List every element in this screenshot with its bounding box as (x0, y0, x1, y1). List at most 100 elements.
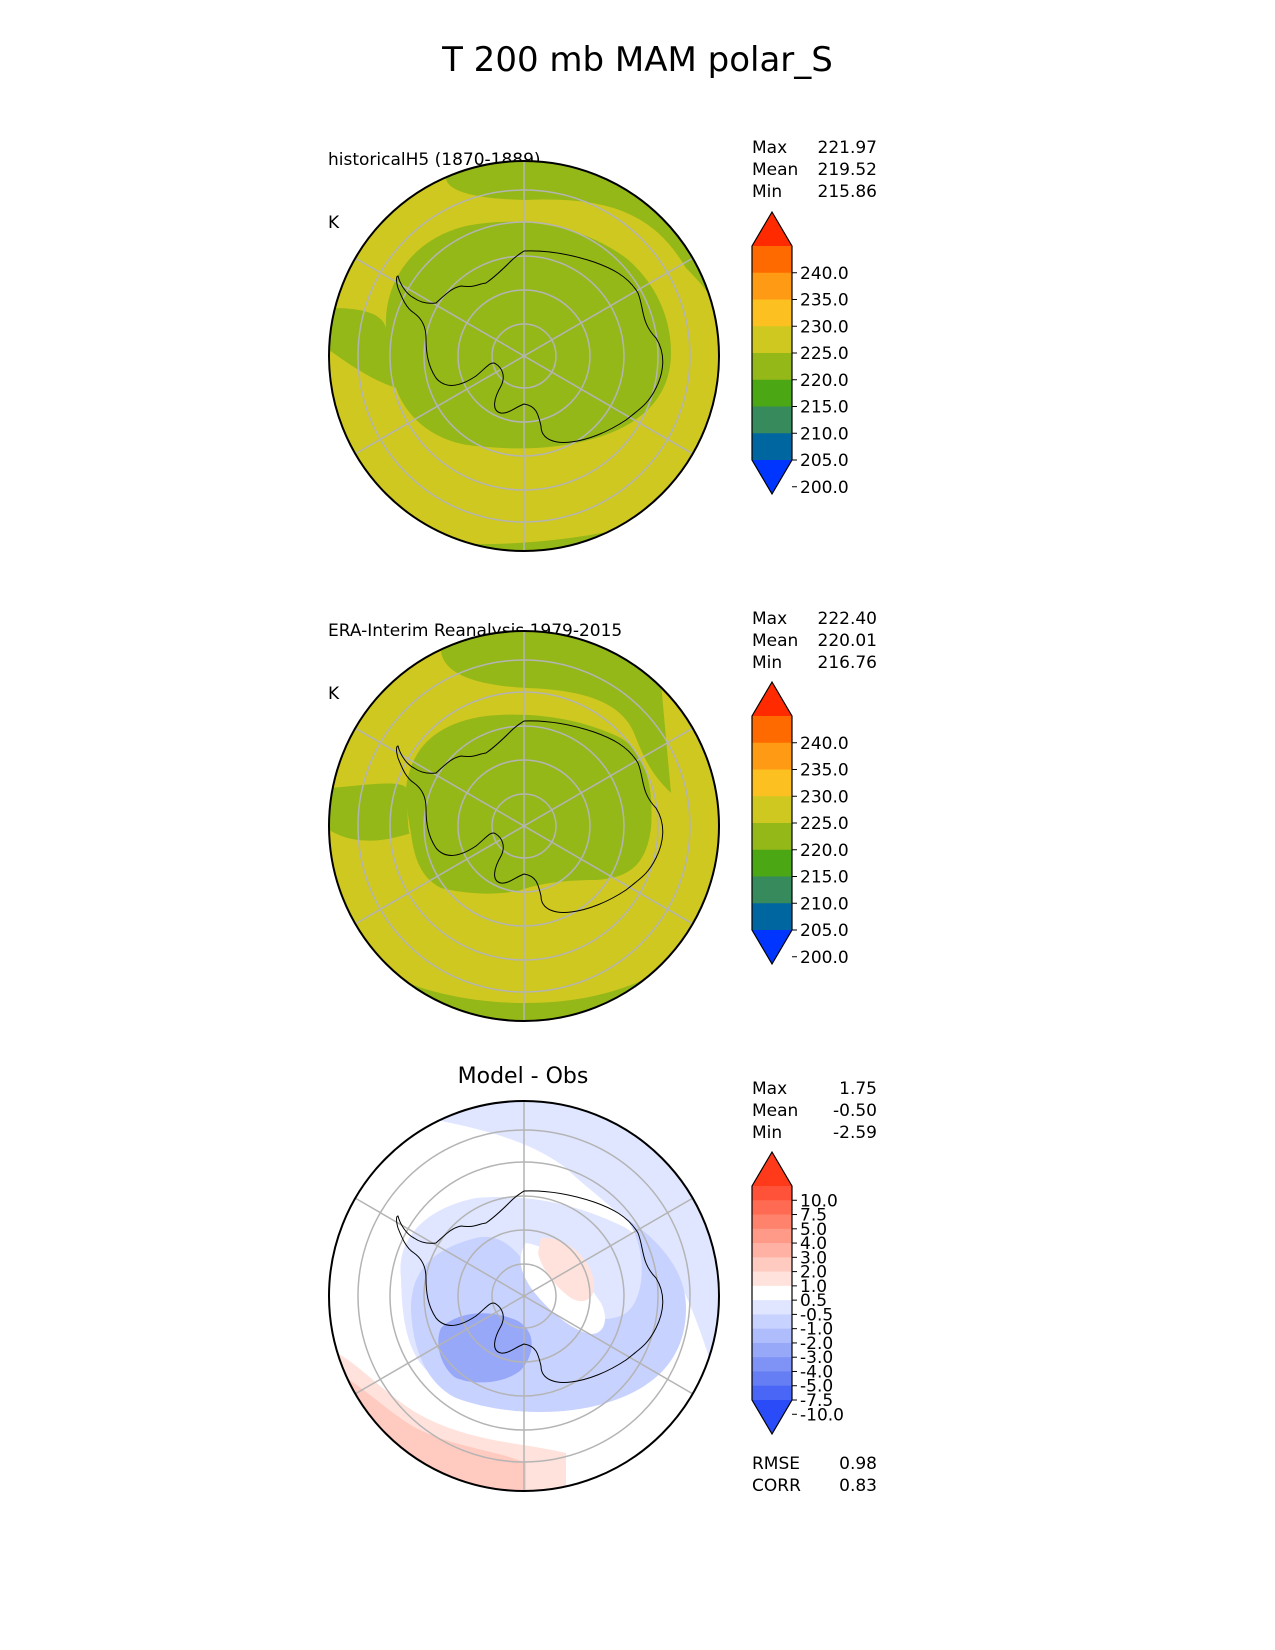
colorbar-label: 210.0 (800, 894, 849, 914)
colorbar-extend-top (752, 1152, 792, 1186)
stat-value: -2.59 (833, 1123, 877, 1143)
antarctica-coastline (396, 250, 664, 443)
stat-value: -0.50 (833, 1101, 877, 1121)
field-blue-light-top (426, 1101, 719, 1398)
panel2-colorbar: 240.0 235.0 230.0 225.0 220.0 215.0 210.0 205.0… (751, 680, 849, 966)
colorbar-label: -2.0 (800, 1334, 833, 1354)
colorbar-bin (752, 379, 792, 407)
panel1-units: K (328, 213, 340, 233)
colorbar-extend-top (752, 682, 792, 716)
stat-value: 222.40 (817, 609, 877, 629)
colorbar-bin (752, 1214, 792, 1230)
colorbar-bin (752, 1328, 792, 1344)
colorbar-bin (752, 796, 792, 824)
colorbar-label: 205.0 (800, 921, 849, 941)
colorbar-label: 10.0 (800, 1191, 838, 1211)
colorbar-bin (752, 1243, 792, 1258)
field-blue-dark (438, 1313, 532, 1383)
colorbar-bin (752, 1257, 792, 1273)
field-green-west (329, 783, 411, 841)
colorbar-label: -10.0 (800, 1405, 844, 1425)
stat-value: 219.52 (817, 160, 877, 180)
colorbar-bin (752, 272, 792, 300)
stat-label: Min (752, 1123, 783, 1143)
metric-label: CORR (752, 1476, 801, 1496)
panel2-units: K (328, 684, 340, 704)
colorbar-bin (752, 1371, 792, 1387)
colorbar-label: 240.0 (800, 734, 849, 754)
colorbar-label: 205.0 (800, 451, 849, 471)
panel3-colorbar: 10.07.55.04.03.02.01.00.5-0.5-1.0-2.0-3.… (751, 1150, 844, 1436)
map-boundary (328, 160, 720, 552)
colorbar-label: 240.0 (800, 264, 849, 284)
colorbar-label: 220.0 (800, 841, 849, 861)
panel1-colorbar: 240.0 235.0 230.0 225.0 220.0 215.0 210.0 205.0… (751, 210, 849, 496)
colorbar-label: 215.0 (800, 868, 849, 888)
colorbar-bin (752, 326, 792, 354)
colorbar-label: 200.0 (800, 948, 849, 966)
colorbar-bin (752, 1314, 792, 1330)
panel2-map (328, 630, 720, 1022)
map-boundary (328, 1100, 720, 1492)
colorbar-label: 235.0 (800, 761, 849, 781)
colorbar-bin (752, 1385, 792, 1401)
colorbar-label: 3.0 (800, 1248, 827, 1268)
colorbar-label: 235.0 (800, 291, 849, 311)
antarctica-coastline (396, 1190, 664, 1383)
colorbar-label: 4.0 (800, 1234, 827, 1254)
colorbar-bin (752, 716, 792, 744)
gridlines (354, 1101, 694, 1491)
colorbar-bin (752, 246, 792, 274)
colorbar-bin (752, 1342, 792, 1358)
colorbar-bin (752, 769, 792, 797)
colorbar-bin (752, 1271, 792, 1287)
stat-value: 220.01 (817, 631, 877, 651)
stat-label: Min (752, 182, 783, 202)
stat-label: Max (752, 1079, 788, 1099)
stat-value: 1.75 (839, 1079, 877, 1099)
colorbar-extend-top (752, 212, 792, 246)
colorbar-label: 2.0 (800, 1263, 827, 1283)
panel2-stats: Max 222.40 Mean 220.01 Min 216.76 (752, 608, 877, 674)
antarctica-coastline (396, 720, 664, 913)
diff-title: Model - Obs (457, 1064, 589, 1089)
metric-value: 0.98 (839, 1454, 877, 1474)
colorbar-bin (752, 823, 792, 851)
colorbar-bin (752, 1228, 792, 1244)
stat-label: Mean (752, 631, 799, 651)
colorbar-label: -5.0 (800, 1377, 833, 1397)
field-green-core (406, 714, 652, 894)
colorbar-bin (752, 849, 792, 877)
stat-label: Min (752, 653, 783, 673)
stat-label: Max (752, 138, 788, 158)
colorbar-bin (752, 1285, 792, 1301)
colorbar-label: 0.5 (800, 1291, 827, 1311)
panel3-map (328, 1100, 720, 1492)
colorbar-label: 230.0 (800, 317, 849, 337)
colorbar-label: 215.0 (800, 398, 849, 418)
colorbar-bin (752, 299, 792, 327)
colorbar-label: 210.0 (800, 424, 849, 444)
panel1-stats: Max 221.97 Mean 219.52 Min 215.86 (752, 137, 877, 203)
field-green-west (329, 308, 396, 388)
metric-label: RMSE (752, 1454, 801, 1474)
stat-value: 221.97 (817, 138, 877, 158)
field-red-light-center (538, 1237, 595, 1302)
map-boundary (328, 630, 720, 1022)
stat-value: 216.76 (817, 653, 877, 673)
colorbar-extend-bottom (752, 930, 792, 964)
colorbar-label: -3.0 (800, 1348, 833, 1368)
colorbar-label: 220.0 (800, 371, 849, 391)
panel1-map (328, 160, 720, 552)
figure-title: T 200 mb MAM polar_S (442, 40, 833, 80)
colorbar-bin (752, 1300, 792, 1315)
colorbar-bin (752, 1186, 792, 1201)
colorbar-extend-bottom (752, 460, 792, 494)
colorbar-label: 7.5 (800, 1206, 827, 1226)
panel3-stats: Max 1.75 Mean -0.50 Min -2.59 (752, 1078, 877, 1144)
colorbar-label: -4.0 (800, 1362, 833, 1382)
panel3-metrics: RMSE 0.98 CORR 0.83 (752, 1453, 877, 1497)
colorbar-label: 200.0 (800, 478, 849, 496)
field-green-outer (329, 631, 671, 793)
colorbar-label: -1.0 (800, 1320, 833, 1340)
